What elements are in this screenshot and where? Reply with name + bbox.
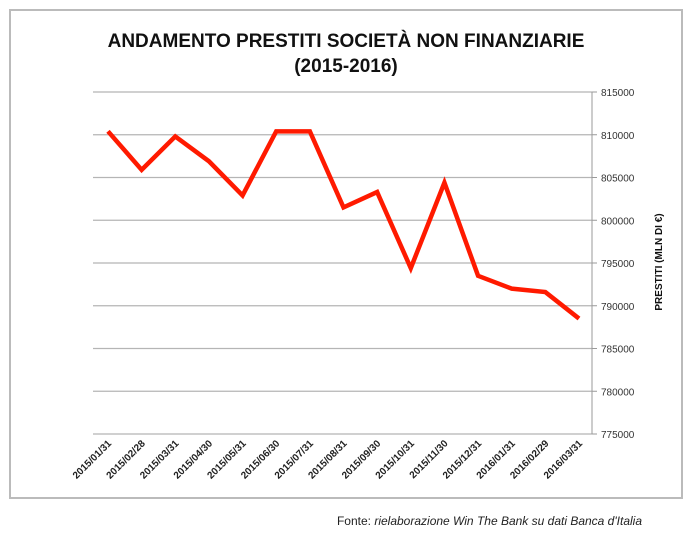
y-tick-label: 780000 — [601, 387, 635, 398]
y-tick-label: 775000 — [601, 430, 635, 441]
y-tick-label: 790000 — [601, 302, 635, 313]
y-tick-label: 805000 — [601, 174, 635, 185]
y-tick-label: 800000 — [601, 216, 635, 227]
source-text: rielaborazione Win The Bank su dati Banc… — [374, 514, 642, 528]
chart-frame — [9, 9, 683, 499]
y-tick-label: 815000 — [601, 88, 635, 99]
source-prefix: Fonte: — [336, 514, 375, 528]
y-tick-label: 810000 — [601, 131, 635, 142]
chart-subtitle: (2015-2016) — [294, 56, 398, 77]
y-tick-label: 795000 — [601, 259, 635, 270]
chart-title: ANDAMENTO PRESTITI SOCIETÀ NON FINANZIAR… — [108, 30, 585, 52]
source-note: Fonte: rielaborazione Win The Bank su da… — [337, 514, 642, 528]
y-axis-label: PRESTITI (MLN DI €) — [654, 213, 665, 310]
y-tick-label: 785000 — [601, 345, 635, 356]
